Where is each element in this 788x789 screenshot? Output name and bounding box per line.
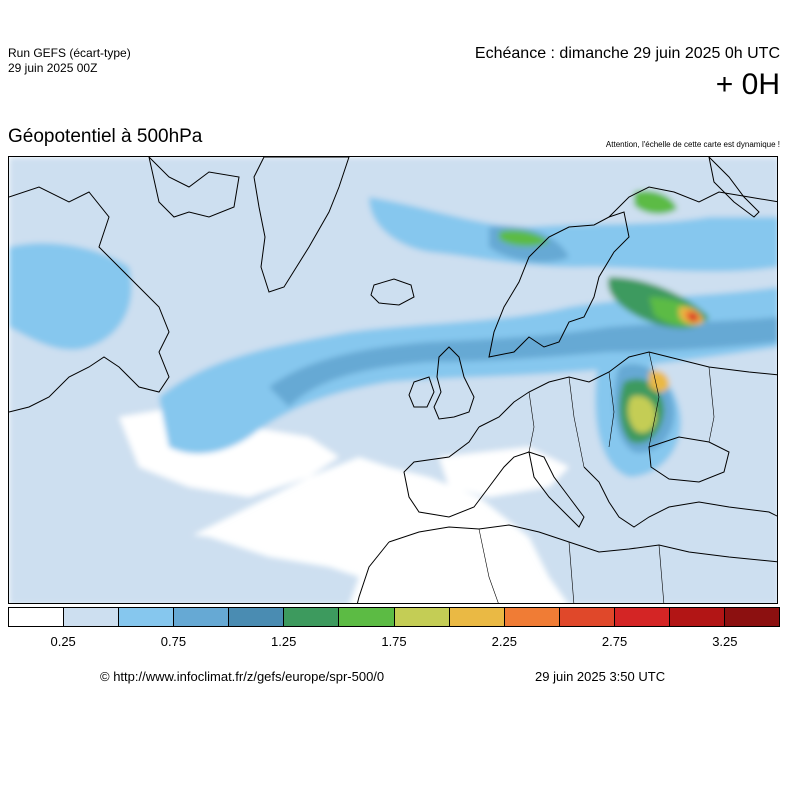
forecast-valid-time: Echéance : dimanche 29 juin 2025 0h UTC [474, 45, 780, 62]
forecast-map [8, 156, 778, 604]
border-egypt [658, 544, 665, 603]
legend-swatch [119, 608, 175, 626]
run-date: 29 juin 2025 00Z [8, 61, 98, 75]
coast-greenland [253, 157, 350, 293]
copyright-link[interactable]: © http://www.infoclimat.fr/z/gefs/europe… [100, 669, 385, 684]
legend-swatch [284, 608, 340, 626]
legend-swatch [559, 608, 615, 626]
run-title: Run GEFS (écart-type) [8, 46, 131, 60]
shade-level-lightgreen-scand [499, 230, 549, 247]
border-france-germany [528, 391, 535, 453]
borders [478, 351, 715, 603]
coastlines [9, 157, 777, 603]
border-central-europe [568, 376, 585, 468]
border-libya [568, 541, 575, 603]
legend-swatch [174, 608, 230, 626]
legend-tick-label: 3.25 [712, 634, 738, 649]
coast-west-africa [356, 541, 390, 603]
legend-swatch [394, 608, 450, 626]
color-legend [8, 607, 780, 627]
legend-tick-label: 2.25 [491, 634, 517, 649]
legend-swatch [614, 608, 670, 626]
shade-level-light-sw [9, 517, 359, 603]
legend-tick-label: 2.75 [601, 634, 628, 649]
lead-time: + 0H [715, 68, 780, 101]
shade-level-mid-canada [9, 243, 132, 350]
coast-balkans [583, 466, 777, 528]
coast-canada-archipelago [148, 157, 240, 218]
legend-swatch [669, 608, 726, 626]
shade-level-red-core [689, 313, 697, 321]
coast-iceland [370, 278, 415, 306]
coast-continent [478, 351, 777, 428]
coast-scandinavia [488, 211, 630, 358]
legend-tick-label: 0.25 [50, 634, 76, 649]
border-belarus-russia [648, 351, 660, 448]
coast-north-america [9, 186, 170, 413]
border-morocco-algeria [478, 528, 499, 603]
shade-level-zero-med [439, 447, 569, 497]
field-title: Géopotentiel à 500hPa [8, 126, 203, 147]
shade-level-lightgreen-kola [634, 190, 677, 214]
coast-ireland [408, 376, 435, 408]
legend-swatch [229, 608, 285, 626]
legend-swatch [339, 608, 395, 626]
legend-swatch [64, 608, 120, 626]
coast-black-sea [648, 436, 730, 483]
coast-britain [433, 346, 475, 420]
legend-tick-label: 1.75 [381, 634, 407, 649]
map-svg [9, 157, 777, 603]
border-poland-ukraine [608, 371, 615, 448]
coast-italy [528, 451, 585, 528]
generated-time: 29 juin 2025 3:50 UTC [535, 669, 666, 684]
coast-novaya-zemlya [708, 157, 760, 218]
legend-swatch [9, 608, 65, 626]
legend-swatch [449, 608, 505, 626]
legend-swatch [725, 608, 780, 626]
shade-level-mid-north [369, 197, 777, 272]
dynamic-scale-note: Attention, l'échelle de cette carte est … [605, 140, 780, 149]
shade-level-olive-balkans [627, 395, 657, 433]
border-russia-kazakh [708, 366, 715, 443]
legend-swatch [504, 608, 560, 626]
coast-iberia [403, 426, 530, 518]
spread-field [9, 157, 777, 603]
legend-tick-label: 1.25 [271, 634, 297, 649]
legend-tick-label: 0.75 [160, 634, 187, 649]
shade-level-high-jet [269, 317, 777, 407]
